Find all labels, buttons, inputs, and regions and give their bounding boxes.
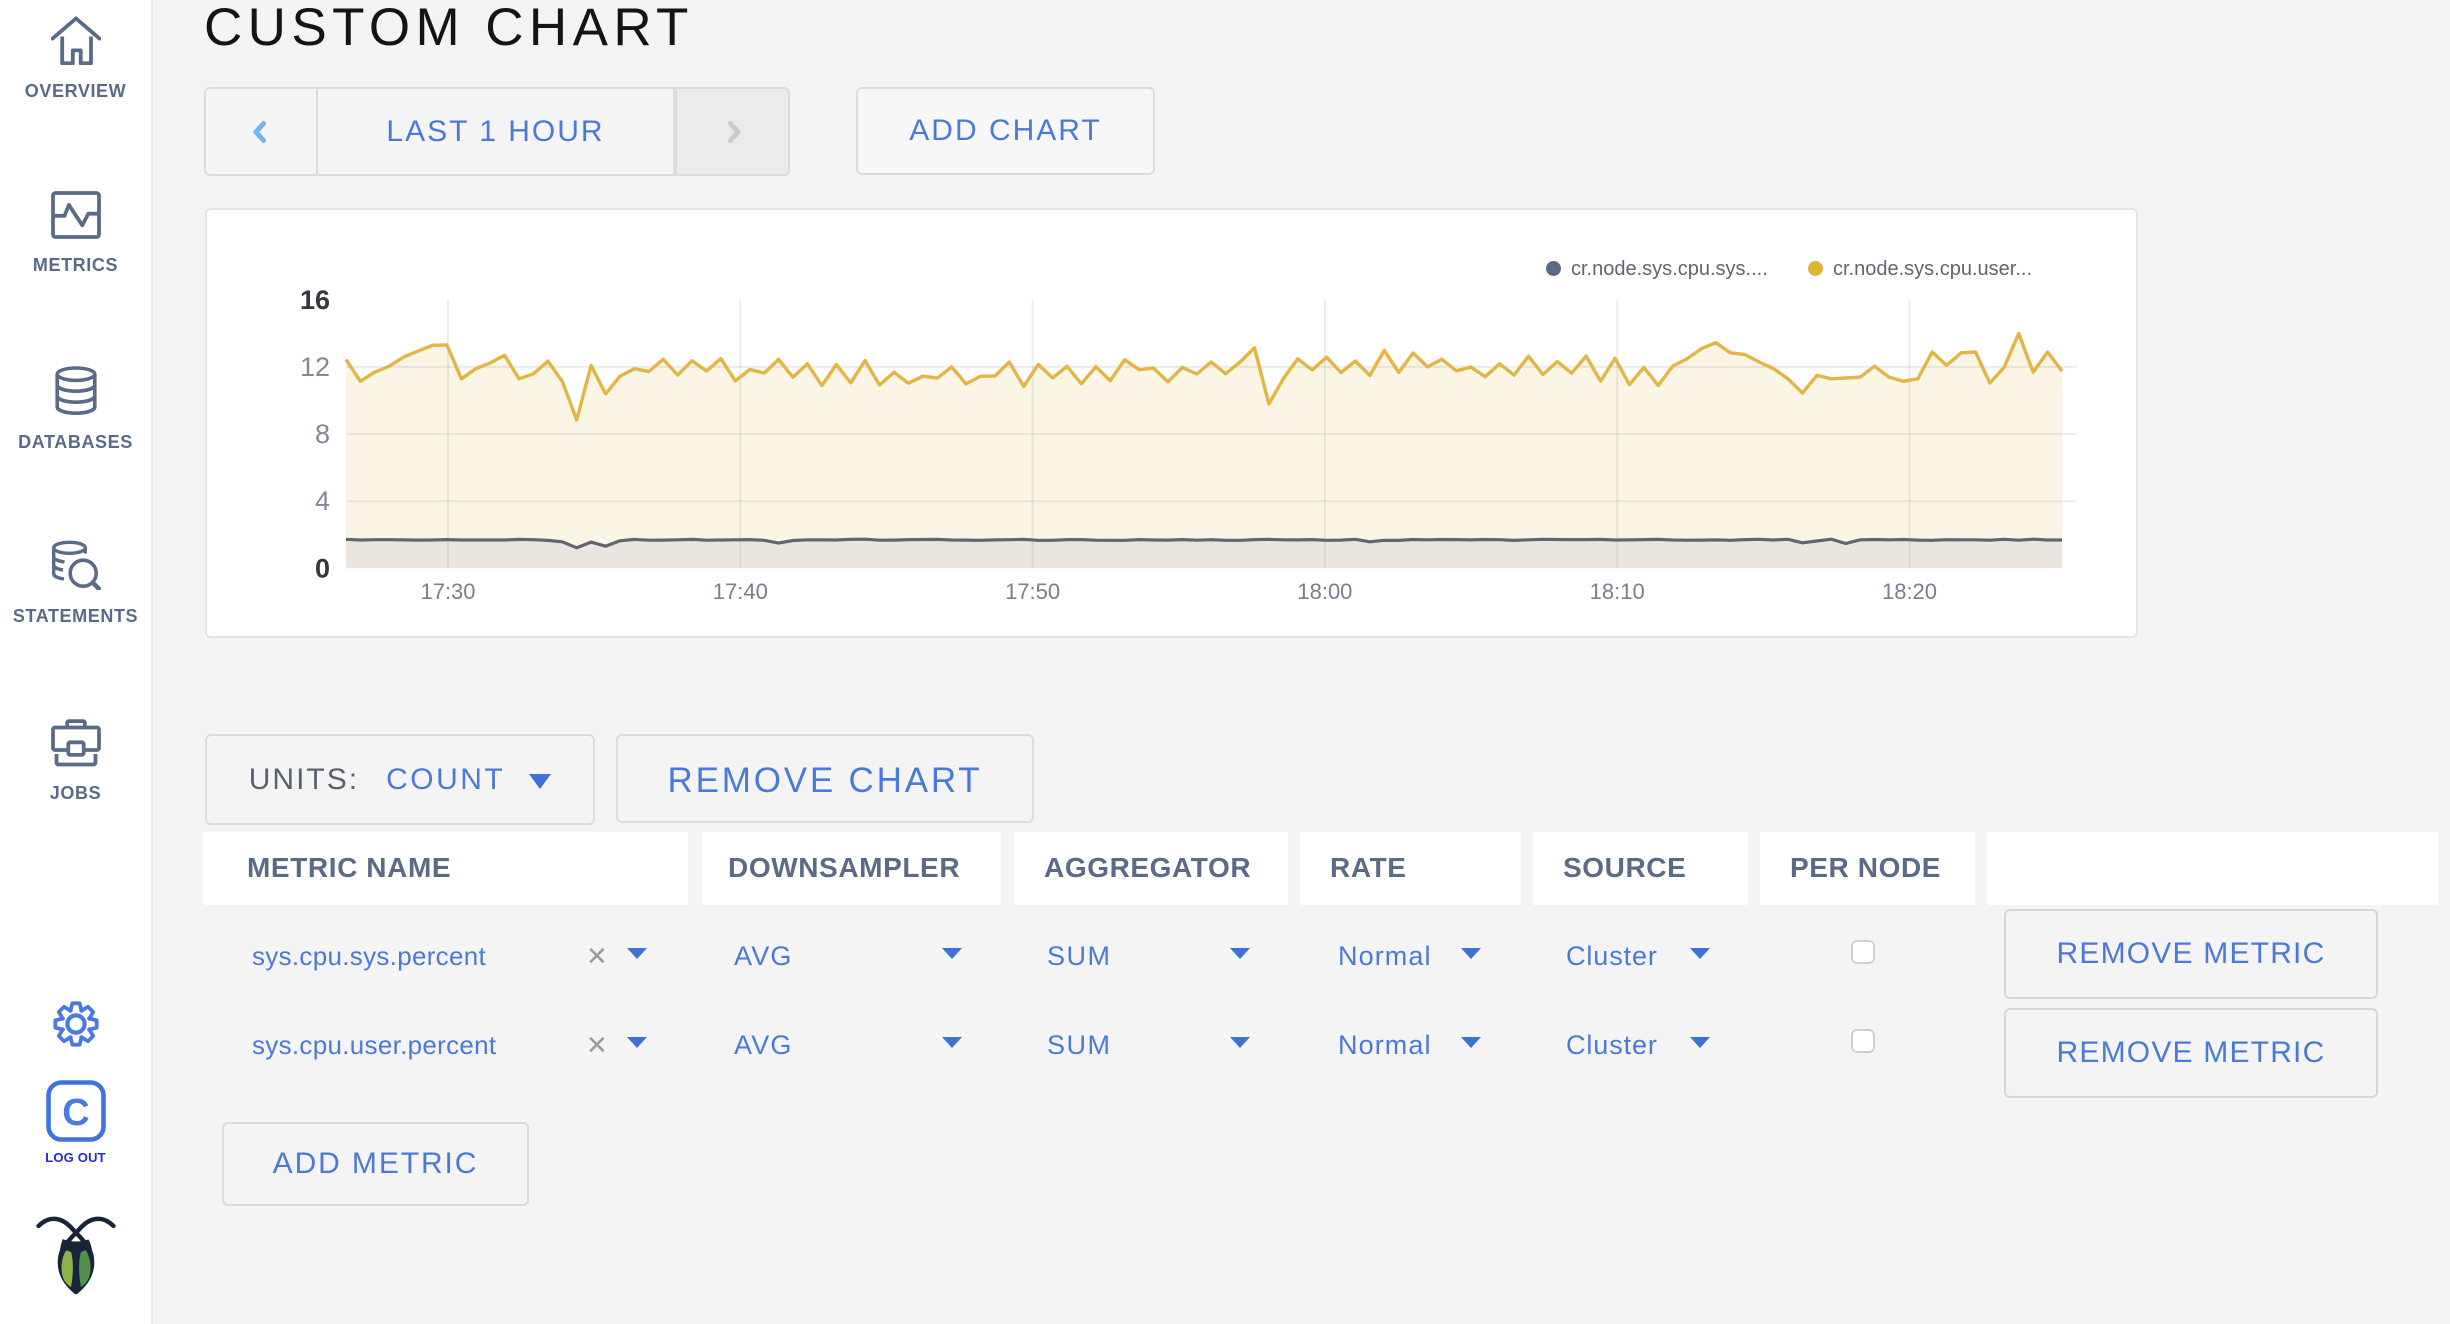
- svg-text:17:30: 17:30: [420, 579, 475, 604]
- svg-text:4: 4: [315, 486, 330, 516]
- svg-text:18:10: 18:10: [1590, 579, 1645, 604]
- svg-text:17:50: 17:50: [1005, 579, 1060, 604]
- svg-text:17:40: 17:40: [713, 579, 768, 604]
- svg-text:C: C: [62, 1092, 89, 1134]
- svg-text:12: 12: [300, 352, 330, 382]
- svg-text:8: 8: [315, 419, 330, 449]
- svg-text:16: 16: [300, 285, 330, 315]
- svg-text:18:00: 18:00: [1297, 579, 1352, 604]
- svg-text:18:20: 18:20: [1882, 579, 1937, 604]
- svg-text:0: 0: [315, 553, 330, 583]
